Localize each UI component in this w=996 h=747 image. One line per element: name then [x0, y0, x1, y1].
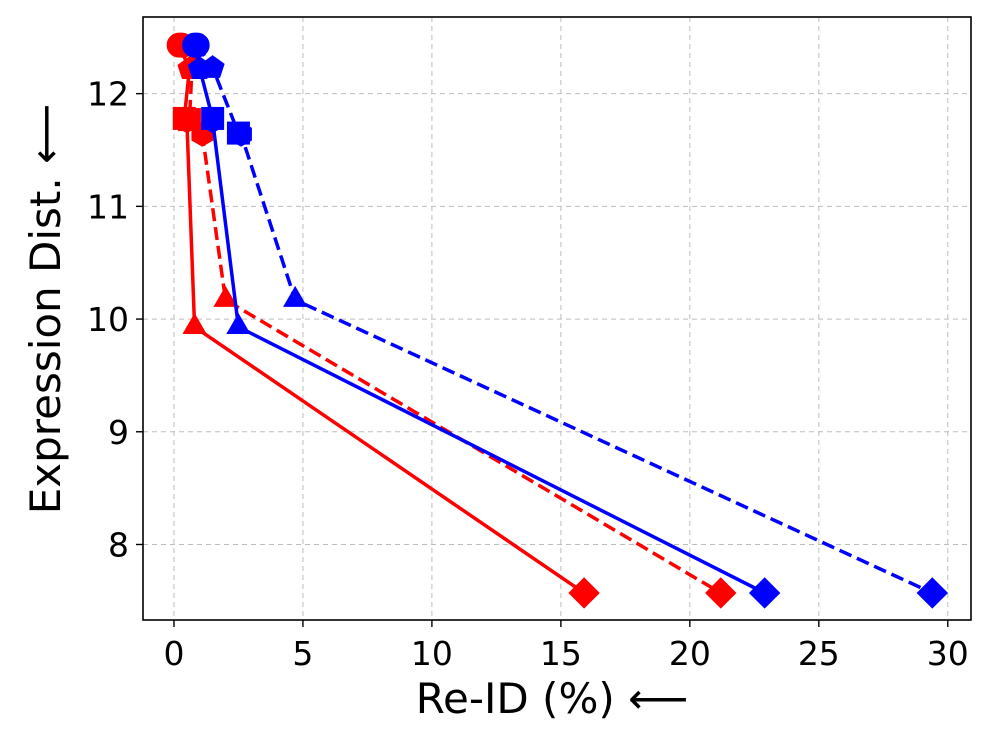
- x-axis: 0 5 10 15 20 25 30: [163, 620, 969, 673]
- square-marker: [177, 108, 201, 132]
- circle-marker: [184, 32, 210, 58]
- triangle-marker: [283, 285, 308, 307]
- y-axis-title: Expression Dist. ⟵: [21, 104, 70, 515]
- x-tick-label: 20: [669, 634, 711, 673]
- y-tick-label: 9: [108, 413, 129, 452]
- diamond-marker: [568, 577, 600, 609]
- plot-area-frame: [142, 16, 972, 621]
- pentagon-marker: [200, 55, 225, 78]
- x-axis-title: Re-ID (%) ⟵: [416, 674, 689, 723]
- hexagon-marker: [201, 108, 224, 134]
- triangle-marker: [226, 312, 251, 334]
- diamond-marker: [705, 577, 737, 609]
- series-layer: [166, 32, 949, 609]
- y-tick-label: 11: [87, 187, 129, 226]
- triangle-marker: [182, 312, 207, 334]
- grid: [143, 17, 971, 620]
- x-tick-label: 5: [292, 634, 313, 673]
- diamond-marker: [916, 577, 949, 609]
- series-blue-dashed: [184, 32, 949, 609]
- x-tick-label: 0: [163, 634, 184, 673]
- y-tick-label: 12: [87, 75, 129, 114]
- diamond-marker: [748, 577, 781, 609]
- y-tick-label: 8: [108, 525, 129, 564]
- x-tick-label: 15: [540, 634, 582, 673]
- x-tick-label: 30: [927, 634, 969, 673]
- triangle-marker: [213, 285, 238, 307]
- series-red-dashed: [169, 32, 737, 609]
- y-tick-label: 10: [87, 300, 129, 339]
- hexagon-marker: [230, 121, 252, 147]
- x-tick-label: 25: [798, 634, 840, 673]
- x-tick-label: 10: [411, 634, 453, 673]
- y-axis: 8 9 10 11 12: [87, 75, 143, 564]
